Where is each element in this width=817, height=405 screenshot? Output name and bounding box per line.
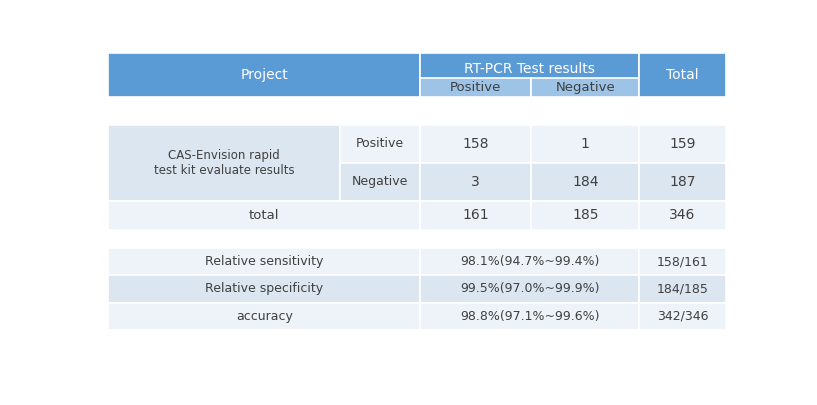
Bar — [640, 201, 725, 230]
Text: accuracy: accuracy — [236, 310, 292, 323]
Text: CAS-Envision rapid
test kit evaluate results: CAS-Envision rapid test kit evaluate res… — [154, 149, 294, 177]
Bar — [420, 125, 531, 163]
Text: 3: 3 — [471, 175, 480, 189]
Text: 98.8%(97.1%~99.6%): 98.8%(97.1%~99.6%) — [460, 310, 600, 323]
Bar — [531, 163, 640, 201]
Bar — [109, 53, 420, 97]
Bar — [531, 201, 640, 230]
Text: 342/346: 342/346 — [657, 310, 708, 323]
Text: 185: 185 — [572, 208, 599, 222]
Bar — [531, 125, 640, 163]
Bar — [640, 248, 725, 275]
Text: Positive: Positive — [450, 81, 502, 94]
Text: 158/161: 158/161 — [657, 255, 708, 268]
Text: Project: Project — [240, 68, 288, 82]
Text: Total: Total — [667, 68, 699, 82]
Text: 158: 158 — [462, 137, 489, 151]
Bar — [640, 275, 725, 303]
Bar — [420, 275, 640, 303]
Text: Relative sensitivity: Relative sensitivity — [205, 255, 324, 268]
Text: 159: 159 — [669, 137, 696, 151]
Text: Relative specificity: Relative specificity — [205, 282, 324, 295]
Bar — [420, 77, 531, 97]
Text: RT-PCR Test results: RT-PCR Test results — [464, 62, 596, 76]
Bar — [420, 53, 640, 97]
Text: 184/185: 184/185 — [657, 282, 708, 295]
Text: Positive: Positive — [356, 137, 404, 150]
Text: 98.1%(94.7%~99.4%): 98.1%(94.7%~99.4%) — [460, 255, 600, 268]
Text: 346: 346 — [669, 208, 696, 222]
Bar — [420, 303, 640, 330]
Bar — [531, 77, 640, 97]
Bar — [109, 248, 420, 275]
Bar — [640, 125, 725, 163]
Bar — [109, 303, 420, 330]
Text: total: total — [249, 209, 279, 222]
Bar — [640, 303, 725, 330]
Bar — [340, 163, 420, 201]
Bar — [420, 201, 531, 230]
Bar — [109, 201, 420, 230]
Text: Negative: Negative — [352, 175, 408, 188]
Bar — [420, 248, 640, 275]
Bar — [109, 125, 340, 201]
Text: 187: 187 — [669, 175, 696, 189]
Text: 99.5%(97.0%~99.9%): 99.5%(97.0%~99.9%) — [460, 282, 600, 295]
Text: 161: 161 — [462, 208, 489, 222]
Bar — [340, 125, 420, 163]
Bar — [640, 163, 725, 201]
Text: 1: 1 — [581, 137, 590, 151]
Text: Negative: Negative — [556, 81, 615, 94]
Bar — [640, 53, 725, 97]
Bar — [109, 275, 420, 303]
Bar — [420, 163, 531, 201]
Text: 184: 184 — [572, 175, 599, 189]
